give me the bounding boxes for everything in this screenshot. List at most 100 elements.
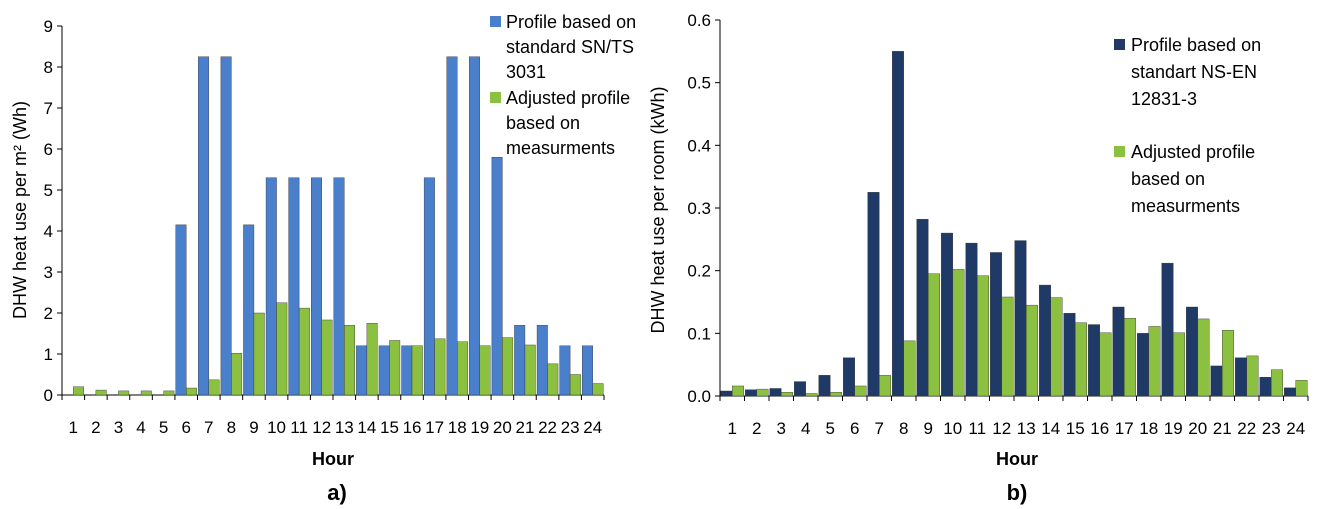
x-tick-label: 11 <box>968 419 986 438</box>
x-tick-label: 23 <box>1262 419 1281 438</box>
bar-adjusted-hour-13 <box>1026 304 1038 397</box>
bar-standard-hour-16 <box>401 345 413 396</box>
bar-adjusted-hour-21 <box>1222 330 1234 397</box>
y-tick-label: 9 <box>44 17 53 36</box>
legend-label: 3031 <box>506 62 546 82</box>
bar-standard-hour-9 <box>243 224 255 396</box>
bar-standard-hour-1 <box>720 390 733 397</box>
x-tick-label: 4 <box>136 418 145 437</box>
bar-adjusted-hour-14 <box>366 323 378 396</box>
x-tick-label: 15 <box>380 418 399 437</box>
y-tick-label: 0.6 <box>687 11 711 30</box>
bar-standard-hour-12 <box>311 177 322 396</box>
x-tick-label: 16 <box>1090 419 1109 438</box>
x-tick-label: 15 <box>1066 419 1085 438</box>
legend-swatch <box>490 16 501 27</box>
x-tick-label: 12 <box>992 419 1011 438</box>
legend-swatch <box>1114 146 1125 157</box>
bar-standard-hour-15 <box>378 345 390 396</box>
bar-adjusted-hour-17 <box>1124 318 1136 397</box>
x-tick-label: 6 <box>850 419 859 438</box>
x-tick-label: 23 <box>561 418 580 437</box>
legend-label: measurments <box>1131 196 1240 216</box>
x-tick-label: 5 <box>159 418 168 437</box>
x-tick-label: 21 <box>1213 419 1232 438</box>
bar-standard-hour-19 <box>1161 262 1174 397</box>
legend-label: Profile based on <box>1131 35 1261 55</box>
x-tick-label: 13 <box>335 418 354 437</box>
x-tick-label: 24 <box>1286 419 1305 438</box>
bar-standard-hour-2 <box>745 389 757 397</box>
y-tick-label: 0 <box>44 386 53 405</box>
x-tick-label: 3 <box>777 419 786 438</box>
bar-standard-hour-6 <box>175 224 187 396</box>
y-tick-label: 1 <box>44 345 53 364</box>
y-axis-title: DHW heat use per m² (Wh) <box>10 101 30 319</box>
y-tick-label: 4 <box>44 222 53 241</box>
y-tick-label: 0.5 <box>687 74 711 93</box>
x-tick-label: 17 <box>1115 419 1134 438</box>
x-tick-label: 16 <box>403 418 422 437</box>
bar-standard-hour-21 <box>514 325 526 396</box>
bar-adjusted-hour-9 <box>253 312 265 396</box>
y-tick-label: 0.4 <box>687 136 711 155</box>
bar-standard-hour-16 <box>1088 324 1100 397</box>
bar-adjusted-hour-11 <box>977 275 989 397</box>
bar-standard-hour-18 <box>446 56 458 396</box>
bar-adjusted-hour-22 <box>547 363 559 396</box>
y-tick-label: 8 <box>44 58 53 77</box>
x-tick-label: 22 <box>1237 419 1256 438</box>
bar-adjusted-hour-24 <box>592 383 604 396</box>
y-axis-title: DHW heat use per room (kWh) <box>648 86 668 333</box>
bar-adjusted-hour-2 <box>95 389 107 396</box>
x-tick-label: 13 <box>1017 419 1036 438</box>
bar-adjusted-hour-24 <box>1295 380 1308 397</box>
chart-caption: a) <box>327 480 347 505</box>
bar-standard-hour-17 <box>1112 306 1125 397</box>
bar-adjusted-hour-23 <box>569 374 581 396</box>
bar-standard-hour-11 <box>288 177 300 396</box>
bar-adjusted-hour-1 <box>73 386 84 396</box>
bar-standard-hour-10 <box>941 232 953 397</box>
x-tick-label: 9 <box>249 418 258 437</box>
bar-standard-hour-21 <box>1210 365 1223 397</box>
bar-adjusted-hour-19 <box>1173 332 1185 397</box>
bar-standard-hour-6 <box>843 357 855 397</box>
x-tick-label: 2 <box>91 418 100 437</box>
bar-standard-hour-15 <box>1063 313 1076 397</box>
bar-adjusted-hour-3 <box>118 390 130 396</box>
legend-label: 12831-3 <box>1131 89 1197 109</box>
bar-standard-hour-23 <box>559 345 571 396</box>
bar-adjusted-hour-13 <box>344 325 355 396</box>
x-tick-label: 10 <box>943 419 962 438</box>
bar-standard-hour-19 <box>469 56 480 396</box>
legend: Profile based on standard SN/TS 3031 Adjust… <box>490 12 636 158</box>
x-tick-label: 18 <box>448 418 467 437</box>
chart-b: 0.00.10.20.30.40.50.61 2 3 4 5 6 7 8 9 10 11 12 13 14… <box>648 11 1309 505</box>
x-tick-label: 19 <box>470 418 489 437</box>
x-tick-label: 18 <box>1139 419 1158 438</box>
bar-adjusted-hour-10 <box>952 269 965 397</box>
x-axis-title: Hour <box>996 449 1038 469</box>
x-tick-label: 10 <box>267 418 286 437</box>
bar-standard-hour-13 <box>333 177 345 396</box>
legend: Profile based on standart NS-EN 12831-3 Adj… <box>1114 35 1261 216</box>
bar-standard-hour-23 <box>1259 377 1272 397</box>
bar-adjusted-hour-20 <box>502 337 514 396</box>
y-tick-label: 6 <box>44 140 53 159</box>
x-tick-label: 4 <box>801 419 810 438</box>
x-tick-label: 3 <box>114 418 123 437</box>
x-tick-label: 12 <box>312 418 331 437</box>
legend-label: standard SN/TS <box>506 37 634 57</box>
x-tick-label: 6 <box>181 418 190 437</box>
bar-adjusted-hour-5 <box>163 390 175 396</box>
x-tick-label: 19 <box>1164 419 1183 438</box>
x-axis-title: Hour <box>312 449 354 469</box>
bar-standard-hour-12 <box>990 252 1002 397</box>
bar-adjusted-hour-8 <box>231 352 243 396</box>
legend-label: based on <box>1131 169 1205 189</box>
y-tick-label: 2 <box>44 304 53 323</box>
bar-adjusted-hour-23 <box>1271 369 1283 397</box>
bar-adjusted-hour-12 <box>321 319 333 396</box>
bar-standard-hour-13 <box>1014 240 1027 397</box>
